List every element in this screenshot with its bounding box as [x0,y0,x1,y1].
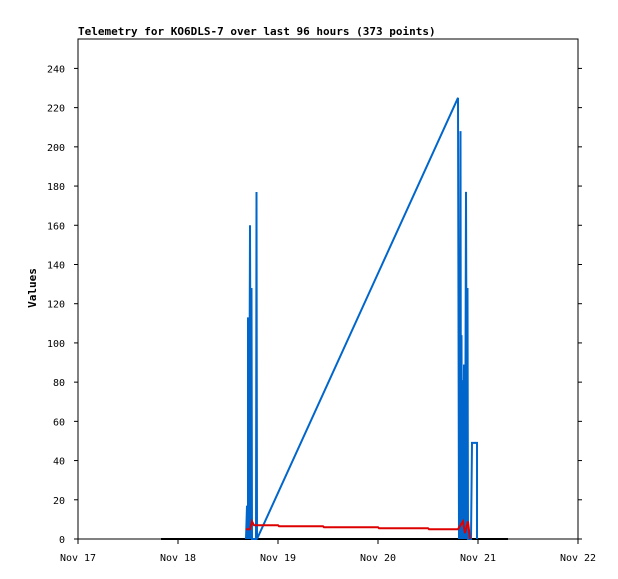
y-tick-label: 200 [47,143,65,154]
y-tick-label: 120 [47,300,65,311]
y-axis-label: Values [26,268,39,308]
series-line-2 [245,97,478,540]
x-tick-label: Nov 20 [360,553,396,564]
y-tick-label: 240 [47,64,65,75]
y-tick-label: 0 [59,535,65,546]
y-tick-label: 40 [53,457,65,468]
x-tick-label: Nov 21 [460,553,496,564]
y-tick-label: 180 [47,182,65,193]
y-tick-label: 80 [53,378,65,389]
y-tick-label: 20 [53,496,65,507]
y-tick-label: 60 [53,417,65,428]
y-tick-label: 140 [47,260,65,271]
x-tick-label: Nov 17 [60,553,96,564]
x-tick-label: Nov 18 [160,553,196,564]
series-line-3 [246,518,471,540]
plot-area-frame [77,38,579,540]
x-axis-ticks: Nov 17 Nov 18 Nov 19 Nov 20 Nov 21 Nov 22 [60,539,596,564]
y-tick-label: 160 [47,221,65,232]
y-tick-label: 220 [47,104,65,115]
x-tick-label: Nov 22 [560,553,596,564]
chart-title: Telemetry for KO6DLS-7 over last 96 hour… [78,25,436,38]
y-tick-label: 100 [47,339,65,350]
x-tick-label: Nov 19 [260,553,296,564]
y-axis-ticks: 0 20 40 60 80 100 120 140 160 180 200 220 240 [47,64,582,546]
